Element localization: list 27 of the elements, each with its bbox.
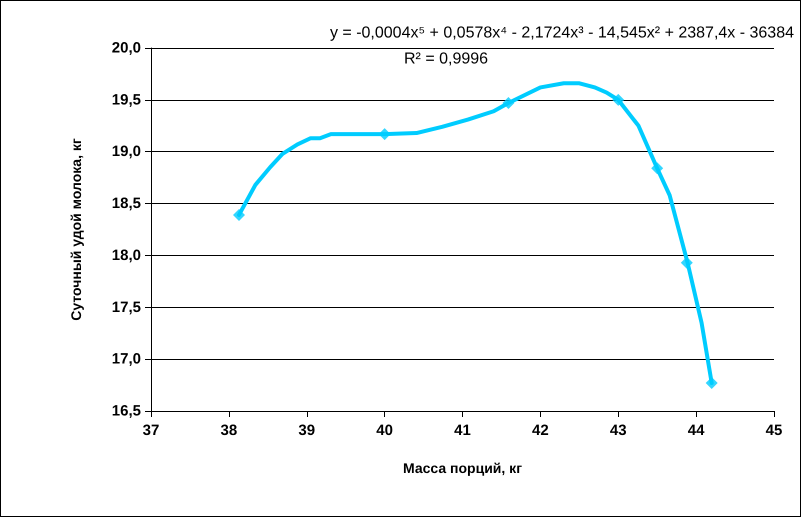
x-tick-label: 38 (220, 422, 238, 439)
annotation: R² = 0,9996 (404, 50, 488, 68)
point (651, 162, 664, 174)
x-tick-label: 42 (532, 422, 549, 439)
point (502, 96, 514, 109)
point (706, 376, 718, 389)
x-tick-label: 41 (454, 422, 471, 439)
y-tick-label: 16,5 (112, 402, 141, 420)
x-axis-title: Масса порций, кг (402, 460, 522, 476)
x-tick-label: 39 (298, 422, 316, 439)
y-axis-title: Суточный удой молока, кг (68, 138, 84, 321)
x-tick-label: 43 (610, 422, 627, 439)
point (612, 94, 624, 106)
x-tick-label: 44 (688, 422, 706, 439)
x-tick-label: 45 (766, 422, 782, 439)
point (233, 208, 245, 221)
y-tick-label: 18,0 (112, 246, 141, 264)
y-tick-label: 19,5 (112, 91, 141, 108)
y-tick-label: 18,5 (112, 195, 141, 212)
x-tick-label: 37 (142, 422, 160, 439)
text: y = -0,0004x⁵ + 0,0578x⁴ - 2,1724x³ - 14,545x² + 2387,4x - 36384 (330, 24, 794, 42)
x-tick-label: 40 (376, 422, 393, 439)
y-tick-label: 19,0 (112, 143, 141, 160)
point (680, 256, 693, 269)
y-tick-label: 17,0 (112, 350, 141, 368)
y-tick-label: 17,5 (112, 298, 141, 316)
y-tick-label: 20,0 (112, 40, 141, 56)
